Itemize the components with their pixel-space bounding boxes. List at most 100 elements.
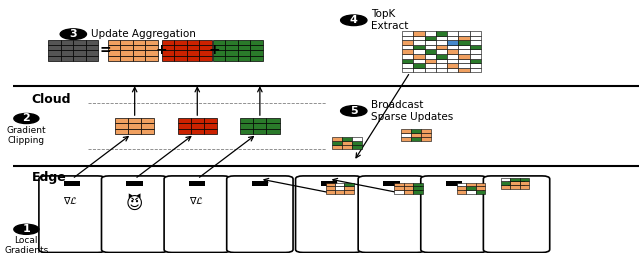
Bar: [326, 190, 335, 194]
Bar: [161, 46, 174, 50]
Bar: [413, 58, 424, 63]
Bar: [467, 186, 476, 190]
Bar: [145, 50, 158, 56]
Bar: [250, 40, 263, 45]
Bar: [447, 31, 458, 36]
Bar: [174, 40, 187, 45]
Bar: [436, 31, 447, 36]
Bar: [181, 223, 192, 227]
Bar: [470, 63, 481, 68]
Bar: [447, 68, 458, 72]
Bar: [177, 129, 191, 134]
Bar: [204, 124, 217, 129]
Bar: [213, 40, 225, 45]
Bar: [253, 129, 266, 134]
Bar: [199, 56, 212, 61]
Bar: [67, 214, 77, 218]
Bar: [140, 226, 150, 231]
Bar: [383, 181, 399, 186]
Bar: [77, 218, 88, 223]
FancyBboxPatch shape: [227, 176, 293, 252]
Text: $\nabla\mathcal{L}$: $\nabla\mathcal{L}$: [63, 195, 78, 205]
Bar: [508, 181, 525, 186]
Bar: [129, 222, 140, 226]
Bar: [402, 58, 413, 63]
Bar: [447, 63, 458, 68]
Bar: [326, 183, 335, 186]
Bar: [115, 124, 128, 129]
Bar: [501, 185, 510, 189]
Bar: [476, 190, 485, 194]
Bar: [187, 46, 199, 50]
Bar: [120, 50, 132, 56]
Bar: [128, 124, 141, 129]
Bar: [141, 129, 154, 134]
Bar: [520, 181, 529, 185]
Circle shape: [60, 29, 86, 40]
Bar: [174, 46, 187, 50]
Bar: [445, 181, 462, 186]
Text: =: =: [99, 43, 111, 57]
Bar: [342, 145, 352, 149]
Bar: [140, 218, 150, 222]
Bar: [203, 218, 213, 223]
Bar: [458, 63, 470, 68]
Bar: [476, 186, 485, 190]
Bar: [402, 49, 413, 54]
Bar: [413, 183, 422, 186]
Bar: [187, 56, 199, 61]
Bar: [413, 40, 424, 45]
Text: Update Aggregation: Update Aggregation: [91, 29, 196, 39]
Bar: [402, 68, 413, 72]
Bar: [458, 40, 470, 45]
Bar: [199, 40, 212, 45]
Bar: [458, 45, 470, 49]
Bar: [129, 226, 140, 231]
Text: Broadcast
Sparse Updates: Broadcast Sparse Updates: [371, 100, 453, 122]
Bar: [192, 218, 203, 223]
Bar: [404, 186, 413, 190]
Bar: [118, 218, 129, 222]
Bar: [413, 63, 424, 68]
Bar: [56, 223, 67, 227]
Bar: [48, 56, 61, 61]
Bar: [56, 218, 67, 223]
FancyBboxPatch shape: [420, 176, 487, 252]
Bar: [61, 40, 74, 45]
Bar: [520, 185, 529, 189]
Bar: [129, 218, 140, 222]
Bar: [321, 181, 337, 186]
Bar: [203, 214, 213, 218]
Bar: [467, 190, 476, 194]
Bar: [413, 36, 424, 40]
Bar: [240, 118, 253, 124]
Bar: [436, 54, 447, 58]
Bar: [145, 40, 158, 45]
Bar: [177, 118, 191, 124]
Bar: [145, 56, 158, 61]
Bar: [326, 186, 335, 190]
Bar: [344, 186, 354, 190]
Bar: [342, 136, 352, 141]
Bar: [402, 63, 413, 68]
Bar: [191, 129, 204, 134]
Bar: [510, 178, 520, 181]
Bar: [344, 190, 354, 194]
Bar: [413, 49, 424, 54]
Bar: [187, 50, 199, 56]
Bar: [467, 183, 476, 186]
Circle shape: [14, 224, 39, 234]
Bar: [192, 214, 203, 218]
Bar: [457, 190, 467, 194]
Bar: [394, 183, 404, 186]
Bar: [342, 141, 352, 145]
Bar: [67, 218, 77, 223]
Bar: [250, 56, 263, 61]
Text: 4: 4: [350, 15, 358, 25]
Bar: [447, 36, 458, 40]
Bar: [424, 58, 436, 63]
Bar: [199, 50, 212, 56]
Bar: [187, 40, 199, 45]
Bar: [74, 50, 86, 56]
Bar: [115, 129, 128, 134]
